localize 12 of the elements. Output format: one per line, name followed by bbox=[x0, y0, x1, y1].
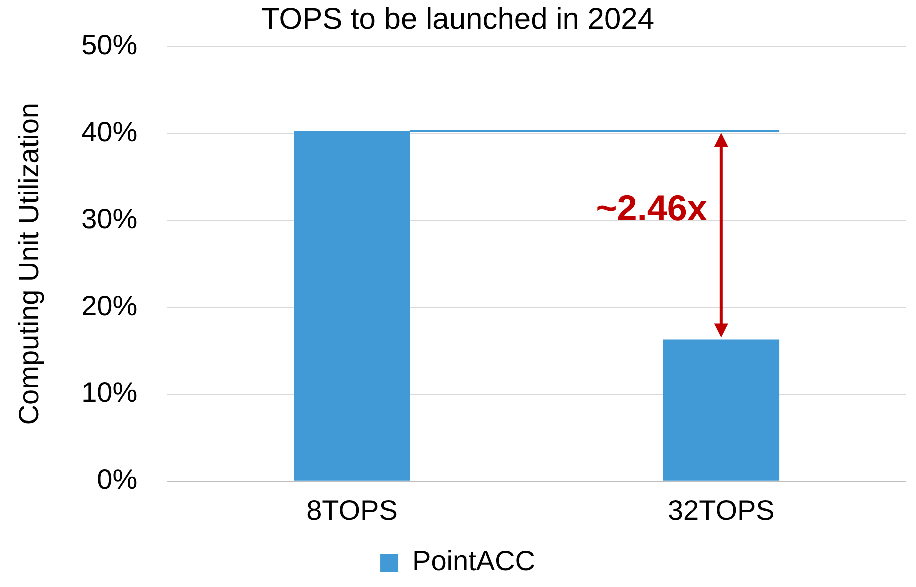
y-tick-label: 50% bbox=[82, 30, 138, 61]
y-tick-label: 40% bbox=[82, 116, 138, 148]
y-tick-label: 20% bbox=[82, 290, 138, 322]
y-tick-label: 10% bbox=[82, 377, 138, 408]
annotation: ~2.46x bbox=[596, 187, 708, 228]
x-tick-label: 8TOPS bbox=[306, 494, 398, 526]
chart-title: TOPS to be launched in 2024 bbox=[261, 3, 655, 36]
y-tick-label: 0% bbox=[97, 464, 138, 496]
x-tick-label: 32TOPS bbox=[668, 494, 775, 526]
y-tick-label: 30% bbox=[82, 203, 138, 234]
legend-label: PointACC bbox=[412, 546, 536, 577]
y-axis-title: Computing Unit Utilization bbox=[14, 103, 45, 426]
